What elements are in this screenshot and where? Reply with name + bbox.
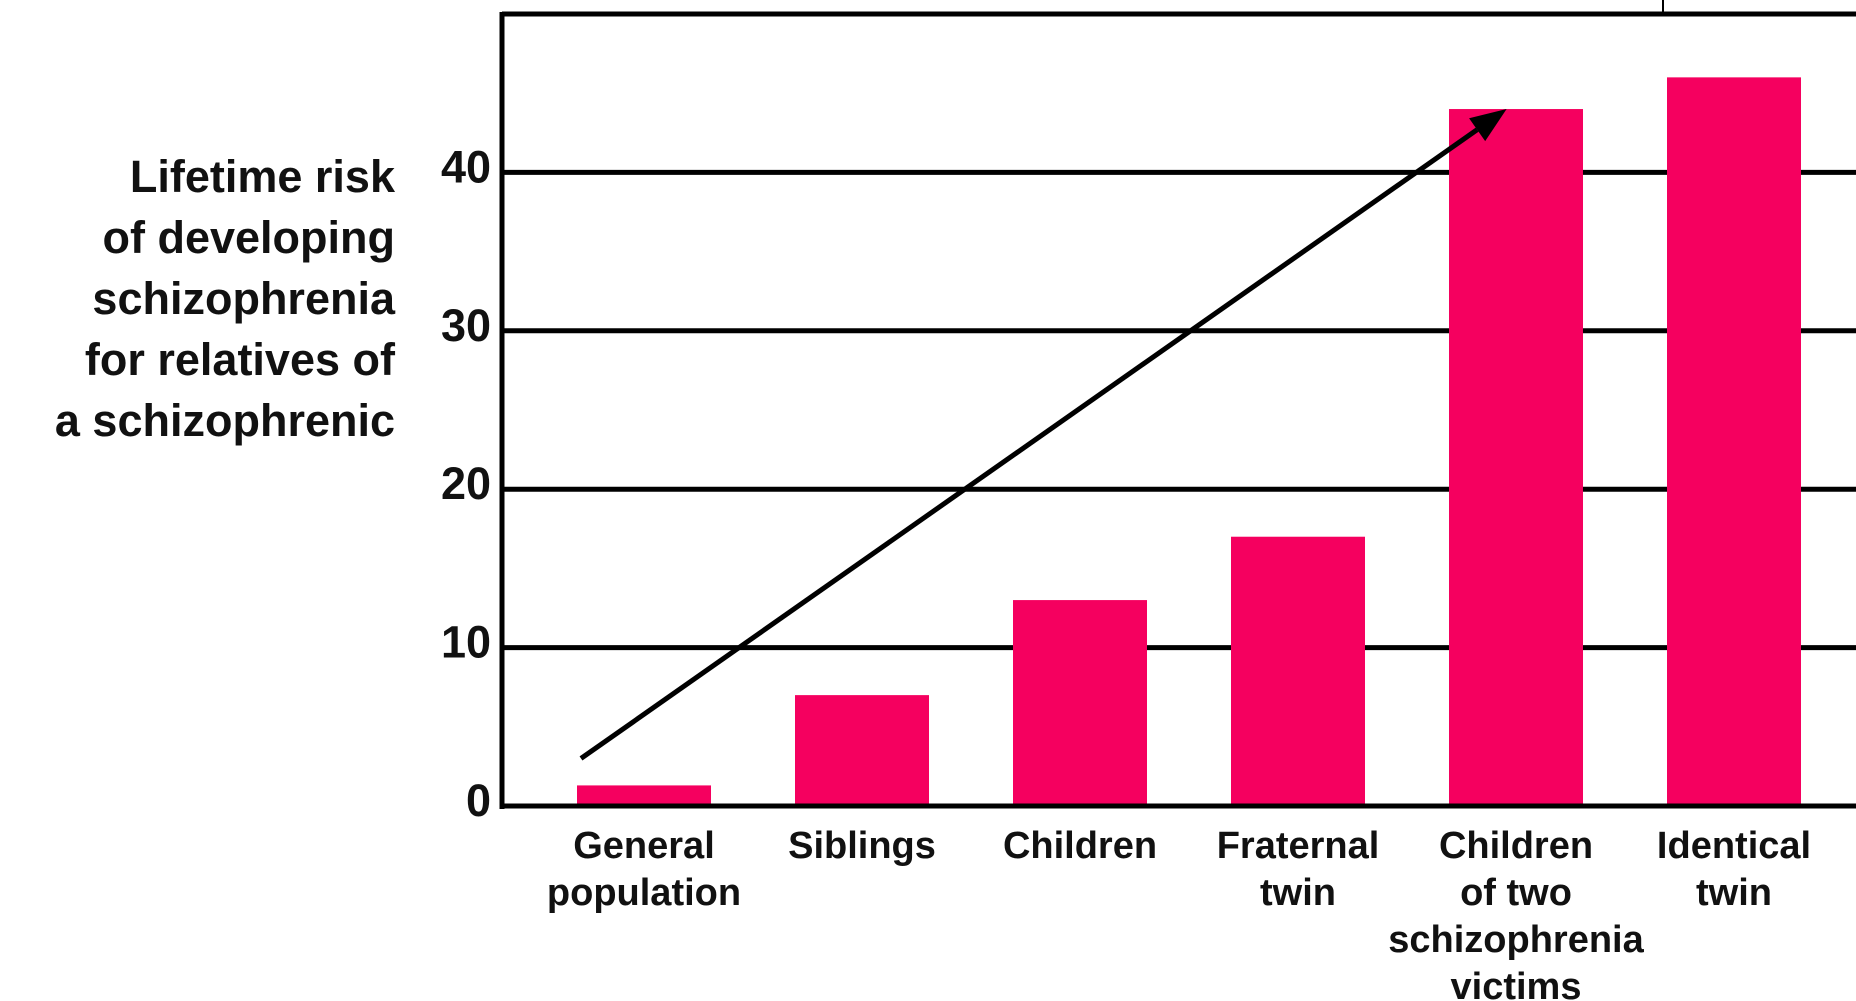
y-tick-labels: 0 10 20 30 40	[441, 141, 491, 826]
x-tick-label-line: Children	[1439, 825, 1593, 867]
x-tick-label-line: General	[573, 825, 715, 867]
y-tick-label: 40	[441, 141, 491, 192]
x-tick-label-line: twin	[1260, 872, 1336, 914]
y-tick-label: 0	[466, 775, 491, 826]
x-tick-label-line: Identical	[1657, 825, 1811, 867]
bar	[577, 785, 711, 806]
x-tick-label: Siblings	[788, 825, 936, 867]
x-tick-label: General population	[547, 825, 741, 914]
gridlines	[502, 169, 1856, 651]
trend-arrow-head	[1469, 109, 1507, 142]
x-tick-label-line: Children	[1003, 825, 1157, 867]
bar	[1013, 600, 1147, 806]
y-axis-label-line: for relatives of	[84, 334, 395, 385]
x-tick-label: Children of two schizophrenia victims	[1388, 825, 1644, 1001]
trend-annotation	[579, 109, 1507, 761]
x-tick-label-line: schizophrenia	[1388, 919, 1644, 961]
x-tick-label-line: twin	[1696, 872, 1772, 914]
y-axis-label-line: Lifetime risk	[129, 151, 395, 202]
x-tick-label: Identical twin	[1657, 825, 1811, 914]
bar	[795, 695, 929, 806]
x-tick-label-line: victims	[1451, 966, 1582, 1001]
x-tick-label: Fraternal twin	[1217, 825, 1380, 914]
y-tick-label: 20	[441, 458, 491, 509]
x-tick-label-line: population	[547, 872, 741, 914]
x-tick-label-line: Fraternal	[1217, 825, 1380, 867]
y-tick-label: 10	[441, 617, 491, 668]
y-axis-label-line: schizophrenia	[92, 273, 395, 324]
x-tick-label: Children	[1003, 825, 1157, 867]
trend-arrow-shaft	[579, 127, 1479, 761]
x-tick-labels: General population Siblings Children Fratern…	[547, 825, 1811, 1001]
y-axis-label-line: a schizophrenic	[54, 395, 395, 446]
bar	[1449, 109, 1583, 807]
x-tick-label-line: of two	[1460, 872, 1572, 914]
x-tick-label-line: Siblings	[788, 825, 936, 867]
y-axis-label-line: of developing	[102, 212, 396, 263]
bar	[1667, 77, 1801, 807]
axes	[499, 0, 1856, 809]
bars	[577, 77, 1801, 807]
y-tick-label: 30	[441, 300, 491, 351]
y-axis-label: Lifetime risk of developing schizophreni…	[0, 146, 395, 451]
bar	[1231, 536, 1365, 806]
